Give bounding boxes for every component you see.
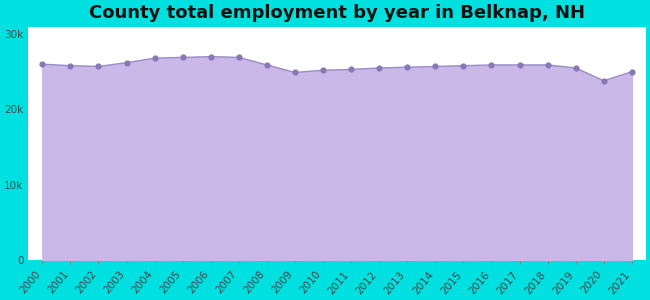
Point	[374, 66, 384, 70]
Title: County total employment by year in Belknap, NH: County total employment by year in Belkn…	[89, 4, 585, 22]
Point	[150, 56, 160, 61]
Point	[37, 62, 47, 67]
Point	[430, 64, 441, 69]
Point	[262, 62, 272, 67]
Point	[346, 67, 356, 72]
Point	[571, 66, 581, 70]
Point	[233, 55, 244, 60]
Point	[599, 78, 609, 83]
Point	[205, 54, 216, 59]
Point	[65, 63, 75, 68]
Point	[290, 70, 300, 75]
Point	[486, 62, 497, 67]
Point	[542, 62, 552, 67]
Point	[177, 55, 188, 60]
Point	[458, 63, 469, 68]
Point	[514, 62, 525, 67]
Point	[93, 64, 103, 69]
Point	[318, 68, 328, 73]
Point	[627, 69, 637, 74]
Point	[122, 60, 132, 65]
Point	[402, 65, 413, 70]
